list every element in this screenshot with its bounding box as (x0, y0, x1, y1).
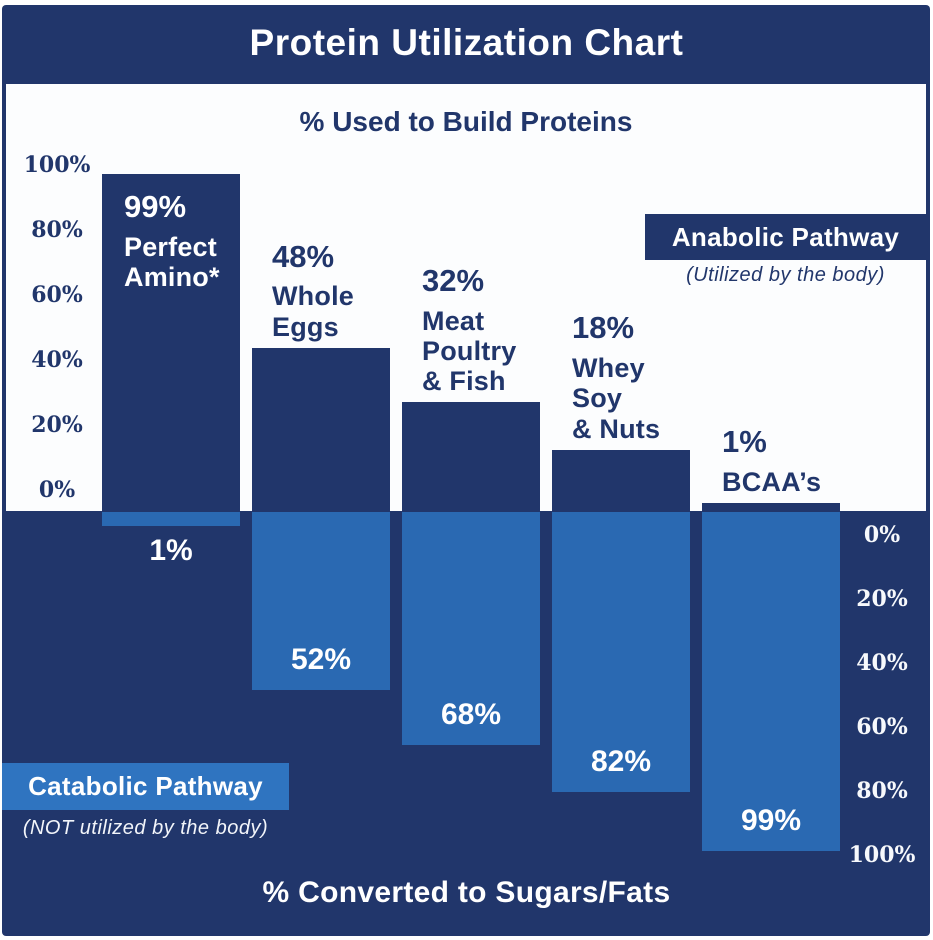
anabolic-section-title: % Used to Build Proteins (299, 106, 633, 137)
category-name-line: BCAA’s (722, 466, 822, 497)
category-name-line: Whey (572, 353, 645, 384)
anabolic-axis-tick: 80% (31, 217, 83, 243)
anabolic-axis-tick: 20% (31, 412, 83, 438)
anabolic-bar-label: 99% Perfect Amino* (124, 189, 220, 293)
anabolic-axis-tick: 100% (23, 152, 91, 178)
anabolic-bar-label: 18% Whey Soy & Nuts (572, 310, 661, 444)
catabolic-bar (402, 512, 540, 745)
anabolic-value: 18% (572, 310, 635, 346)
category-name-line: & Fish (422, 365, 506, 396)
category-name-line: Soy (572, 383, 623, 414)
catabolic-axis-tick: 20% (856, 586, 908, 612)
category-name-line: Amino* (124, 262, 220, 293)
catabolic-bar (552, 512, 690, 793)
anabolic-bar (702, 503, 840, 512)
catabolic-axis-tick: 40% (856, 650, 908, 676)
page-title: Protein Utilization Chart (249, 22, 684, 63)
catabolic-legend-box: Catabolic Pathway (2, 763, 289, 810)
anabolic-bar (252, 347, 390, 512)
catabolic-value: 52% (290, 642, 352, 676)
catabolic-bar (702, 512, 840, 851)
category-name-line: & Nuts (572, 413, 661, 444)
anabolic-value: 1% (722, 424, 767, 460)
catabolic-legend-subtitle: (NOT utilized by the body) (22, 817, 269, 839)
anabolic-value: 99% (124, 189, 187, 225)
catabolic-axis-tick: 100% (848, 842, 916, 868)
anabolic-bar-label: 48% Whole Eggs (272, 238, 354, 342)
catabolic-axis-tick: 80% (856, 778, 908, 804)
catabolic-value: 68% (440, 697, 502, 731)
anabolic-bar-label: 32% Meat Poultry & Fish (422, 262, 517, 396)
category-name-line: Perfect (124, 232, 217, 263)
catabolic-axis-tick: 0% (863, 522, 901, 548)
catabolic-value: 99% (740, 803, 802, 837)
category-name-line: Meat (422, 305, 485, 336)
anabolic-axis-tick: 0% (38, 477, 76, 503)
catabolic-value: 82% (590, 745, 652, 779)
anabolic-axis-tick: 40% (31, 347, 83, 373)
catabolic-section-title: % Converted to Sugars/Fats (262, 876, 671, 909)
anabolic-bar-label: 1% BCAA’s (722, 424, 822, 497)
anabolic-value: 48% (272, 238, 335, 274)
catabolic-axis-tick: 60% (856, 714, 908, 740)
anabolic-value: 32% (422, 262, 485, 298)
anabolic-legend-subtitle: (Utilized by the body) (686, 264, 885, 286)
category-name-line: Eggs (272, 311, 339, 342)
anabolic-bar (102, 174, 240, 512)
catabolic-bar (102, 512, 240, 526)
catabolic-value: 1% (149, 534, 193, 567)
anabolic-legend-box: Anabolic Pathway (645, 214, 926, 260)
anabolic-bar (402, 402, 540, 512)
anabolic-axis-tick: 60% (31, 282, 83, 308)
category-name-line: Poultry (422, 335, 517, 366)
anabolic-bar (552, 449, 690, 512)
catabolic-bar (252, 512, 390, 690)
category-name-line: Whole (272, 281, 354, 312)
